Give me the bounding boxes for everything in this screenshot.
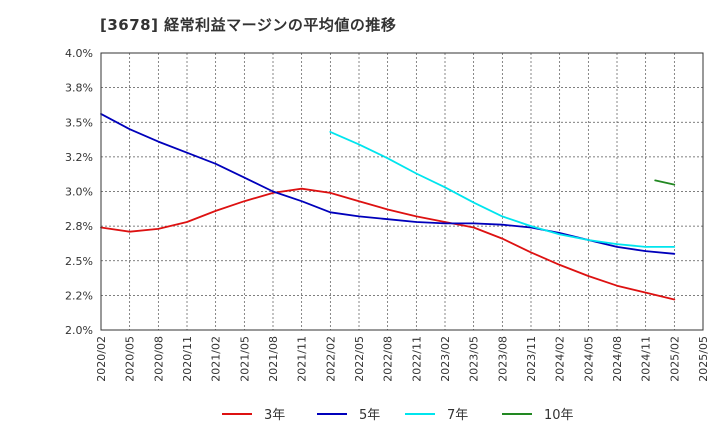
x-tick-label: 2022/08 bbox=[382, 336, 395, 382]
x-tick-label: 2021/11 bbox=[296, 336, 309, 382]
x-tick-label: 2021/08 bbox=[267, 336, 280, 382]
x-tick-label: 2024/05 bbox=[582, 336, 595, 382]
x-tick-label: 2022/05 bbox=[353, 336, 366, 382]
x-tick-label: 2023/08 bbox=[496, 336, 509, 382]
x-tick-label: 2024/11 bbox=[640, 336, 653, 382]
y-tick-label: 2.8% bbox=[65, 220, 93, 233]
y-tick-label: 3.2% bbox=[65, 151, 93, 164]
x-tick-label: 2021/02 bbox=[210, 336, 223, 382]
y-axis-ticks: 4.0% 3.8% 3.5% 3.2% 3.0% 2.8% 2.5% 2.2% 2.0% bbox=[65, 47, 93, 337]
series-lines bbox=[100, 113, 676, 301]
plot-border bbox=[100, 52, 704, 331]
y-tick-label: 3.5% bbox=[65, 116, 93, 129]
y-tick-label: 2.0% bbox=[65, 324, 93, 337]
series-line-0 bbox=[100, 187, 676, 301]
x-tick-label: 2025/02 bbox=[668, 336, 681, 382]
x-tick-label: 2020/08 bbox=[152, 336, 165, 382]
x-axis-ticks: 2020/02 2020/05 2020/08 2020/11 2021/02 2021/… bbox=[95, 336, 710, 382]
legend: 3年 5年 7年 10年 bbox=[222, 408, 574, 423]
x-tick-label: 2021/05 bbox=[238, 336, 251, 382]
legend-label: 3年 bbox=[264, 408, 285, 423]
legend-label: 7年 bbox=[447, 408, 468, 423]
x-tick-label: 2023/11 bbox=[525, 336, 538, 382]
x-tick-label: 2020/05 bbox=[124, 336, 137, 382]
y-tick-label: 3.0% bbox=[65, 186, 93, 199]
y-tick-label: 2.2% bbox=[65, 289, 93, 302]
grid-lines bbox=[101, 53, 703, 330]
x-tick-label: 2023/05 bbox=[468, 336, 481, 382]
y-tick-label: 3.8% bbox=[65, 82, 93, 95]
x-tick-label: 2024/08 bbox=[611, 336, 624, 382]
x-tick-label: 2020/02 bbox=[95, 336, 108, 382]
series-line-2 bbox=[329, 130, 676, 248]
x-tick-label: 2025/05 bbox=[697, 336, 710, 382]
y-tick-label: 2.5% bbox=[65, 255, 93, 268]
x-tick-label: 2022/11 bbox=[410, 336, 423, 382]
chart-title: [3678] 経常利益マージンの平均値の推移 bbox=[100, 16, 397, 34]
x-tick-label: 2022/02 bbox=[324, 336, 337, 382]
x-tick-label: 2023/02 bbox=[439, 336, 452, 382]
legend-label: 10年 bbox=[544, 408, 574, 423]
legend-label: 5年 bbox=[359, 408, 380, 423]
y-tick-label: 4.0% bbox=[65, 47, 93, 60]
series-line-3 bbox=[654, 179, 676, 186]
x-tick-label: 2020/11 bbox=[181, 336, 194, 382]
x-tick-label: 2024/02 bbox=[554, 336, 567, 382]
